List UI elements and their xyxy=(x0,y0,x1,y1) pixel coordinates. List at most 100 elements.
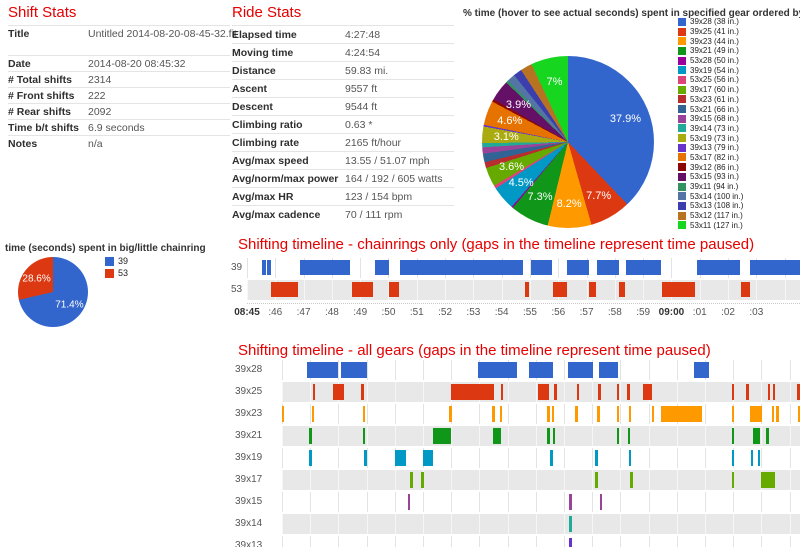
timeline-bar[interactable] xyxy=(576,384,580,400)
timeline-bar[interactable] xyxy=(547,428,550,444)
timeline-bar[interactable] xyxy=(567,260,589,275)
timeline-bar[interactable] xyxy=(433,428,452,444)
timeline-bar[interactable] xyxy=(309,428,313,444)
timeline-bar[interactable] xyxy=(619,282,625,297)
timeline-bar[interactable] xyxy=(568,362,594,378)
timeline-bar[interactable] xyxy=(421,472,424,488)
timeline-bar[interactable] xyxy=(661,282,696,297)
timeline-bar[interactable] xyxy=(537,384,550,400)
timeline-bar[interactable] xyxy=(696,260,741,275)
timeline-bar[interactable] xyxy=(595,472,598,488)
timeline-bar[interactable] xyxy=(352,282,374,297)
timeline-row-label: 39x14 xyxy=(235,518,263,529)
timeline-bar[interactable] xyxy=(660,406,703,422)
timeline-bar[interactable] xyxy=(597,260,619,275)
timeline-bar[interactable] xyxy=(552,282,567,297)
timeline-bar[interactable] xyxy=(731,384,735,400)
timeline-bar[interactable] xyxy=(568,538,572,547)
timeline-bar[interactable] xyxy=(627,428,631,444)
timeline-bar[interactable] xyxy=(524,282,530,297)
timeline-bar[interactable] xyxy=(529,362,553,378)
timeline-bar[interactable] xyxy=(776,406,779,422)
timeline-bar[interactable] xyxy=(753,428,761,444)
timeline-bar[interactable] xyxy=(750,260,800,275)
timeline-bar[interactable] xyxy=(628,406,632,422)
timeline-bar[interactable] xyxy=(307,362,339,378)
timeline-bar[interactable] xyxy=(731,406,735,422)
timeline-bar[interactable] xyxy=(551,406,555,422)
timeline-bar[interactable] xyxy=(630,472,633,488)
timeline-bar[interactable] xyxy=(407,494,411,510)
timeline-bar[interactable] xyxy=(750,406,762,422)
timeline-bar[interactable] xyxy=(797,406,800,422)
timeline-bar[interactable] xyxy=(760,472,775,488)
timeline-bar[interactable] xyxy=(374,260,389,275)
timeline-bar[interactable] xyxy=(282,406,285,422)
timeline-bar[interactable] xyxy=(750,450,754,466)
timeline-bar[interactable] xyxy=(616,428,620,444)
timeline-bar[interactable] xyxy=(333,384,344,400)
timeline-bar[interactable] xyxy=(628,450,632,466)
timeline-bar[interactable] xyxy=(599,494,603,510)
timeline-row-label: 39x25 xyxy=(235,386,263,397)
timeline-bar[interactable] xyxy=(651,406,655,422)
timeline-bar[interactable] xyxy=(364,450,367,466)
timeline-bar[interactable] xyxy=(597,384,601,400)
timeline-bar[interactable] xyxy=(492,428,502,444)
chainring-pie-circle[interactable] xyxy=(18,257,88,327)
timeline-bar[interactable] xyxy=(362,406,366,422)
timeline-bar[interactable] xyxy=(568,494,572,510)
timeline-bar[interactable] xyxy=(547,406,550,422)
timeline-bar[interactable] xyxy=(741,282,750,297)
timeline-bar[interactable] xyxy=(267,260,272,275)
timeline-bar[interactable] xyxy=(500,384,504,400)
timeline-bar[interactable] xyxy=(599,362,619,378)
timeline-bar[interactable] xyxy=(772,384,776,400)
timeline-bar[interactable] xyxy=(767,384,771,400)
timeline-bar[interactable] xyxy=(499,406,503,422)
timeline-bar[interactable] xyxy=(309,450,313,466)
timeline-bar[interactable] xyxy=(311,406,315,422)
timeline-bar[interactable] xyxy=(616,384,620,400)
timeline-bar[interactable] xyxy=(575,406,578,422)
timeline-bar[interactable] xyxy=(262,260,266,275)
timeline-bar[interactable] xyxy=(271,282,298,297)
timeline-bar[interactable] xyxy=(595,450,598,466)
timeline-bar[interactable] xyxy=(616,406,620,422)
timeline-bar[interactable] xyxy=(299,260,351,275)
timeline-bar[interactable] xyxy=(389,282,400,297)
timeline-bar[interactable] xyxy=(771,406,775,422)
timeline-bar[interactable] xyxy=(596,406,600,422)
timeline-bar[interactable] xyxy=(550,450,553,466)
timeline-bar[interactable] xyxy=(530,260,552,275)
timeline-bar[interactable] xyxy=(642,384,653,400)
timeline-bar[interactable] xyxy=(731,450,735,466)
timeline-bar[interactable] xyxy=(312,384,316,400)
gear-pie-circle[interactable] xyxy=(482,56,654,228)
timeline-bar[interactable] xyxy=(478,362,517,378)
timeline-bar[interactable] xyxy=(449,406,452,422)
timeline-bar[interactable] xyxy=(589,282,597,297)
timeline-bar[interactable] xyxy=(422,450,434,466)
timeline-bar[interactable] xyxy=(694,362,709,378)
timeline-bar[interactable] xyxy=(492,406,495,422)
timeline-bar[interactable] xyxy=(626,384,630,400)
timeline-bar[interactable] xyxy=(362,428,366,444)
timeline-bar[interactable] xyxy=(568,516,572,532)
timeline-bar[interactable] xyxy=(731,428,735,444)
timeline-bar[interactable] xyxy=(766,428,769,444)
timeline-bar[interactable] xyxy=(796,384,800,400)
timeline-bar[interactable] xyxy=(361,384,364,400)
timeline-bar[interactable] xyxy=(400,260,524,275)
timeline-bar[interactable] xyxy=(731,472,735,488)
timeline-bar[interactable] xyxy=(409,472,413,488)
stat-label: Elapsed time xyxy=(232,29,297,41)
timeline-bar[interactable] xyxy=(394,450,407,466)
timeline-bar[interactable] xyxy=(553,384,557,400)
timeline-bar[interactable] xyxy=(341,362,367,378)
timeline-bar[interactable] xyxy=(625,260,662,275)
timeline-bar[interactable] xyxy=(746,384,749,400)
timeline-bar[interactable] xyxy=(451,384,495,400)
timeline-bar[interactable] xyxy=(552,428,556,444)
timeline-bar[interactable] xyxy=(757,450,761,466)
